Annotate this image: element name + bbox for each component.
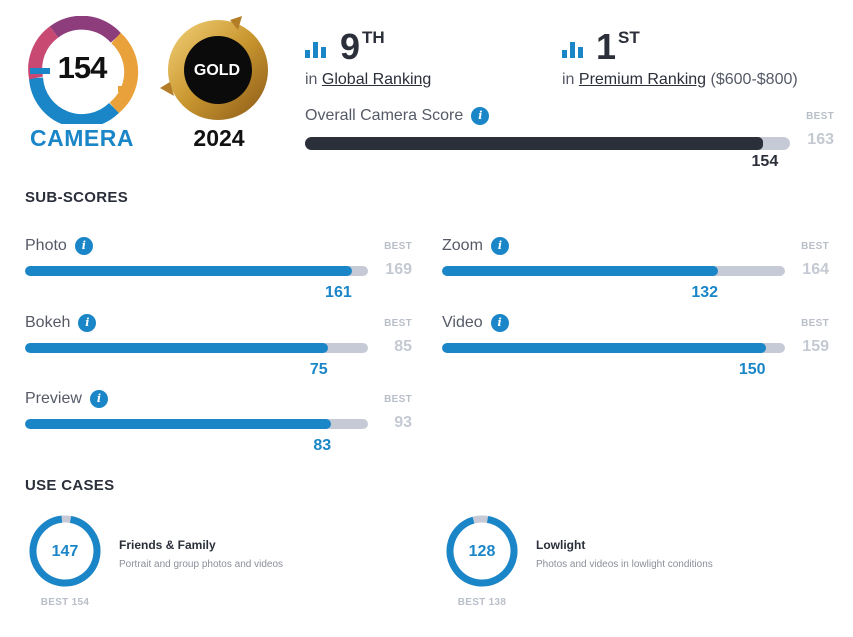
use-case-title: Friends & Family xyxy=(119,538,216,552)
ranking-bar-icon xyxy=(562,42,583,58)
subscore-best-label-bokeh: BEST xyxy=(384,318,412,329)
premium-price-range: ($600-$800) xyxy=(710,71,798,88)
overall-best-value: 163 xyxy=(807,131,834,148)
subscore-label-video: Video i xyxy=(442,314,509,332)
subscore-bar-photo xyxy=(25,266,368,276)
subscore-label-photo: Photo i xyxy=(25,237,93,255)
info-icon[interactable]: i xyxy=(490,237,509,255)
overall-score-bar xyxy=(305,137,790,150)
subscore-fill-video xyxy=(442,343,766,353)
use-case-description: Portrait and group photos and videos xyxy=(119,559,283,570)
gold-award-badge: GOLD 2024 xyxy=(160,16,272,156)
subscore-value-preview: 83 xyxy=(313,437,332,454)
global-rank-number: 9 TH xyxy=(340,26,385,67)
subscore-label-zoom: Zoom i xyxy=(442,237,509,255)
camera-badge-score: 154 xyxy=(57,50,108,85)
subscore-best-label-preview: BEST xyxy=(384,394,412,405)
subscore-best-value-photo: 169 xyxy=(385,261,412,278)
use-case-best: BEST 154 xyxy=(40,597,90,608)
overall-score-value: 154 xyxy=(751,153,779,170)
gold-badge-label: GOLD xyxy=(193,62,241,79)
info-icon[interactable]: i xyxy=(490,314,509,332)
gold-medal-icon xyxy=(160,16,268,120)
info-icon[interactable]: i xyxy=(74,237,93,255)
subscore-fill-preview xyxy=(25,419,332,429)
use-case-best: BEST 138 xyxy=(457,597,507,608)
use-case-ring xyxy=(446,515,518,587)
gold-badge-year: 2024 xyxy=(193,125,245,151)
subscore-bar-zoom xyxy=(442,266,785,276)
subscore-best-label-video: BEST xyxy=(801,318,829,329)
camera-score-badge: 154 CAMERA xyxy=(20,16,140,156)
subscore-best-value-zoom: 164 xyxy=(802,261,829,278)
camera-badge-ring-icon xyxy=(28,16,139,124)
subscore-best-value-video: 159 xyxy=(802,338,829,355)
subscore-label-preview: Preview i xyxy=(25,390,108,408)
overall-score-fill xyxy=(305,137,764,150)
overall-best-label: BEST xyxy=(806,111,834,122)
use-cases-title: USE CASES xyxy=(25,477,115,494)
subscore-bar-video xyxy=(442,343,785,353)
use-case-score: 128 xyxy=(468,543,496,560)
subscore-label-bokeh: Bokeh i xyxy=(25,314,97,332)
info-icon[interactable]: i xyxy=(78,314,97,332)
use-case-score: 147 xyxy=(51,543,79,560)
subscore-value-zoom: 132 xyxy=(691,284,719,301)
subscore-bar-bokeh xyxy=(25,343,368,353)
subscore-value-video: 150 xyxy=(738,361,766,378)
premium-rank-number: 1 ST xyxy=(596,26,640,67)
subscore-value-photo: 161 xyxy=(325,284,352,301)
subscore-fill-photo xyxy=(25,266,352,276)
use-case-title: Lowlight xyxy=(536,538,586,552)
subscore-fill-zoom xyxy=(442,266,719,276)
global-ranking-link[interactable]: Global Ranking xyxy=(321,71,432,88)
subscore-best-value-bokeh: 85 xyxy=(394,338,412,355)
camera-badge-label: CAMERA xyxy=(30,125,134,151)
subscore-best-label-photo: BEST xyxy=(384,241,412,252)
info-icon[interactable]: i xyxy=(89,390,108,408)
use-case-description: Photos and videos in lowlight conditions xyxy=(536,559,713,570)
ranking-bar-icon xyxy=(305,42,326,58)
subscore-value-bokeh: 75 xyxy=(309,361,328,378)
premium-ranking-link[interactable]: Premium Ranking xyxy=(578,71,707,88)
subscore-fill-bokeh xyxy=(25,343,328,353)
overall-score-label: Overall Camera Score i xyxy=(305,107,490,125)
subscore-best-label-zoom: BEST xyxy=(801,241,829,252)
subscore-best-value-preview: 93 xyxy=(394,414,412,431)
subscore-bar-preview xyxy=(25,419,368,429)
global-rank-line: in Global Ranking xyxy=(305,71,432,88)
info-icon[interactable]: i xyxy=(471,107,490,125)
use-case-ring xyxy=(29,515,101,587)
subscores-title: SUB-SCORES xyxy=(25,189,129,206)
premium-rank-line: in Premium Ranking ($600-$800) xyxy=(562,71,798,88)
